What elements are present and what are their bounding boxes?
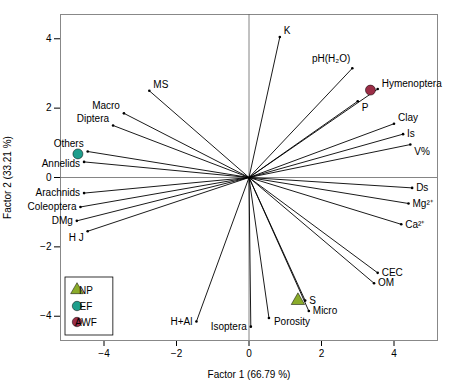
svg-text:CEC: CEC bbox=[382, 267, 403, 278]
svg-text:Ca²⁺: Ca²⁺ bbox=[405, 219, 425, 230]
svg-text:Mg²⁺: Mg²⁺ bbox=[413, 198, 434, 209]
svg-text:Coleoptera: Coleoptera bbox=[28, 201, 77, 212]
svg-text:Isoptera: Isoptera bbox=[211, 321, 248, 332]
svg-text:0: 0 bbox=[46, 172, 52, 183]
svg-text:4: 4 bbox=[391, 348, 397, 359]
svg-text:OM: OM bbox=[378, 277, 394, 288]
svg-text:Factor 1 (66.79 %): Factor 1 (66.79 %) bbox=[208, 369, 291, 380]
svg-text:Is: Is bbox=[407, 128, 415, 139]
svg-text:Porosity: Porosity bbox=[274, 316, 310, 327]
svg-text:Diptera: Diptera bbox=[77, 113, 110, 124]
svg-text:−2: −2 bbox=[40, 241, 52, 252]
svg-text:4: 4 bbox=[46, 33, 52, 44]
svg-text:DMg: DMg bbox=[52, 215, 73, 226]
svg-text:MS: MS bbox=[153, 79, 168, 90]
svg-text:H J: H J bbox=[69, 232, 84, 243]
svg-text:Clay: Clay bbox=[398, 112, 418, 123]
svg-text:0: 0 bbox=[246, 348, 252, 359]
svg-text:2: 2 bbox=[46, 102, 52, 113]
svg-text:−4: −4 bbox=[98, 348, 110, 359]
svg-text:P: P bbox=[362, 102, 369, 113]
svg-text:Others: Others bbox=[54, 138, 84, 149]
svg-text:Micro: Micro bbox=[313, 305, 338, 316]
svg-text:Annelids: Annelids bbox=[42, 158, 80, 169]
svg-text:Factor 2 (33.21 %): Factor 2 (33.21 %) bbox=[2, 136, 13, 219]
svg-text:S: S bbox=[309, 295, 316, 306]
svg-text:Ds: Ds bbox=[416, 182, 428, 193]
svg-text:K: K bbox=[284, 25, 291, 36]
svg-text:2: 2 bbox=[319, 348, 325, 359]
svg-text:−4: −4 bbox=[40, 310, 52, 321]
svg-text:Hymenoptera: Hymenoptera bbox=[382, 78, 442, 89]
svg-text:pH(H₂O): pH(H₂O) bbox=[312, 53, 350, 64]
svg-text:EF: EF bbox=[80, 301, 93, 312]
svg-text:Arachnids: Arachnids bbox=[36, 187, 80, 198]
svg-text:H+Al: H+Al bbox=[170, 316, 192, 327]
svg-text:NP: NP bbox=[79, 285, 93, 296]
svg-text:−2: −2 bbox=[171, 348, 183, 359]
svg-text:V%: V% bbox=[414, 146, 430, 157]
svg-text:AWF: AWF bbox=[75, 317, 97, 328]
svg-text:Macro: Macro bbox=[92, 100, 120, 111]
